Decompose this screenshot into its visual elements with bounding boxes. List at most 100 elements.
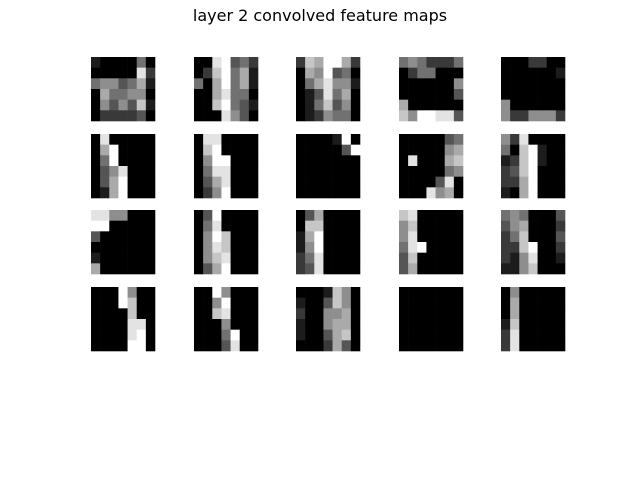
heatmap-cell	[426, 134, 436, 145]
heatmap-cell	[528, 57, 538, 68]
heatmap-cell	[546, 220, 557, 232]
heatmap-cell	[203, 287, 213, 298]
heatmap-cell	[230, 99, 241, 111]
heatmap-cell	[305, 78, 315, 90]
heatmap-cell	[127, 308, 138, 320]
heatmap-cell	[546, 89, 557, 100]
heatmap-cell	[239, 155, 250, 167]
heatmap-cell	[399, 155, 409, 167]
heatmap-cell	[417, 329, 427, 341]
heatmap-cell	[100, 319, 110, 330]
heatmap-cell	[109, 297, 119, 309]
heatmap-cell	[314, 144, 324, 156]
heatmap-cell	[555, 231, 566, 243]
heatmap-cell	[408, 89, 418, 100]
heatmap-cell	[519, 287, 529, 298]
feature-map-13	[296, 210, 361, 275]
heatmap-cell	[127, 319, 138, 330]
heatmap-cell	[426, 78, 436, 90]
heatmap-cell	[127, 210, 138, 221]
feature-map-7	[194, 134, 259, 199]
heatmap-cell	[194, 134, 204, 145]
heatmap-cell	[145, 144, 156, 156]
heatmap-cell	[453, 220, 464, 232]
heatmap-cell	[546, 187, 557, 199]
heatmap-cell	[118, 166, 128, 177]
heatmap-cell	[118, 319, 128, 330]
heatmap-cell	[408, 99, 418, 111]
heatmap-cell	[501, 187, 511, 199]
heatmap-cell	[239, 89, 250, 100]
heatmap-cell	[145, 263, 156, 275]
heatmap-cell	[323, 220, 333, 232]
heatmap-cell	[230, 308, 241, 320]
heatmap-cell	[248, 220, 259, 232]
heatmap-cell	[537, 99, 548, 111]
heatmap-cell	[248, 242, 259, 253]
heatmap-cell	[100, 297, 110, 309]
heatmap-cell	[127, 340, 138, 352]
heatmap-cell	[444, 166, 455, 177]
heatmap-cell	[100, 242, 110, 253]
heatmap-cell	[435, 287, 446, 298]
heatmap-cell	[519, 99, 529, 111]
heatmap-cell	[323, 287, 333, 298]
feature-map-2	[194, 57, 259, 122]
heatmap-cell	[239, 210, 250, 221]
heatmap-cell	[501, 297, 511, 309]
heatmap-cell	[323, 187, 333, 199]
heatmap-cell	[109, 210, 119, 221]
heatmap-cell	[296, 134, 306, 145]
heatmap-cell	[314, 220, 324, 232]
heatmap-cell	[417, 134, 427, 145]
heatmap-cell	[444, 242, 455, 253]
heatmap-cell	[314, 231, 324, 243]
heatmap-cell	[350, 252, 361, 264]
heatmap-cell	[323, 210, 333, 221]
heatmap-cell	[546, 78, 557, 90]
heatmap-cell	[323, 242, 333, 253]
heatmap-cell	[453, 144, 464, 156]
heatmap-cell	[221, 67, 231, 79]
heatmap-cell	[221, 99, 231, 111]
heatmap-cell	[221, 252, 231, 264]
heatmap-cell	[136, 340, 147, 352]
heatmap-cell	[528, 187, 538, 199]
heatmap-cell	[248, 287, 259, 298]
heatmap-cell	[399, 210, 409, 221]
heatmap-cell	[341, 308, 352, 320]
heatmap-cell	[332, 144, 343, 156]
heatmap-cell	[519, 329, 529, 341]
heatmap-cell	[305, 166, 315, 177]
heatmap-cell	[194, 57, 204, 68]
heatmap-cell	[194, 297, 204, 309]
heatmap-cell	[426, 263, 436, 275]
heatmap-cell	[501, 176, 511, 188]
heatmap-cell	[100, 187, 110, 199]
heatmap-cell	[109, 144, 119, 156]
heatmap-cell	[501, 67, 511, 79]
heatmap-cell	[444, 319, 455, 330]
heatmap-cell	[453, 176, 464, 188]
heatmap-cell	[501, 340, 511, 352]
heatmap-cell	[501, 319, 511, 330]
heatmap-cell	[194, 340, 204, 352]
heatmap-cell	[91, 166, 101, 177]
heatmap-cell	[248, 57, 259, 68]
heatmap-cell	[350, 57, 361, 68]
heatmap-cell	[212, 99, 222, 111]
heatmap-cell	[145, 67, 156, 79]
heatmap-cell	[435, 231, 446, 243]
heatmap-cell	[510, 187, 520, 199]
heatmap-cell	[91, 242, 101, 253]
heatmap-cell	[145, 319, 156, 330]
heatmap-cell	[519, 308, 529, 320]
heatmap-cell	[136, 187, 147, 199]
heatmap-cell	[501, 287, 511, 298]
heatmap-cell	[408, 57, 418, 68]
heatmap-cell	[426, 231, 436, 243]
heatmap-cell	[444, 144, 455, 156]
heatmap-cell	[145, 89, 156, 100]
heatmap-cell	[528, 134, 538, 145]
heatmap-cell	[341, 67, 352, 79]
